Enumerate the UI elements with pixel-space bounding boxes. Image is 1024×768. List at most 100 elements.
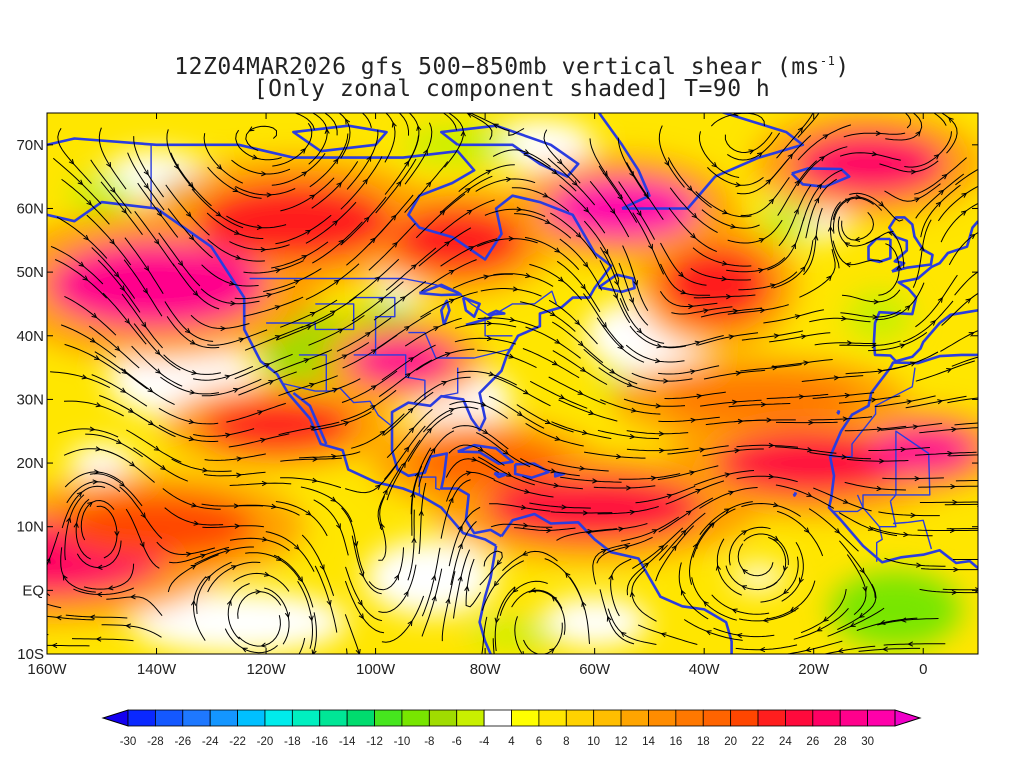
streamline-arrow [91,312,98,319]
streamline-arrow [773,535,780,542]
streamline-arrow [95,402,102,408]
streamline-arrow [741,530,748,536]
streamline-arrow [822,616,829,622]
streamline-arrow [858,612,865,618]
streamline-arrow [509,317,516,323]
political-border [408,331,513,359]
map-frame [46,112,979,655]
streamline-arrow [68,158,75,165]
streamline [351,413,405,449]
streamline-arrow [188,182,194,188]
streamline-arrow [587,529,594,535]
streamline [280,299,338,328]
streamline-arrow [768,473,775,480]
streamline [912,219,932,288]
streamline-arrow [859,567,865,574]
streamline-arrow [680,529,687,536]
streamline-arrow [355,648,361,654]
streamline [440,238,498,267]
streamline-arrow [431,574,437,581]
colorbar-bin [812,709,841,727]
streamline [119,486,163,539]
streamline [632,212,665,275]
streamline [763,309,824,324]
streamline-arrow [441,380,448,386]
streamline [91,247,136,299]
coastline [457,443,514,466]
streamline-arrow [305,229,312,235]
streamline-arrow [496,559,502,566]
streamline-arrow [78,261,85,268]
streamline [713,627,775,638]
streamline [525,422,584,447]
streamline [164,507,224,526]
streamline [858,647,921,652]
streamline-arrow [938,189,945,196]
streamline-arrow [391,121,397,128]
streamline-arrow [680,589,686,596]
streamline-arrow [626,382,634,387]
streamline [293,113,315,130]
streamline [100,181,143,235]
streamline-arrow [742,568,748,575]
streamline-arrow [508,353,515,359]
colorbar-bin [264,709,293,727]
streamline [736,444,799,448]
streamline-arrow [114,531,120,537]
streamline-arrow [215,211,222,217]
streamline-arrow [572,180,578,187]
streamline [700,399,762,407]
streamline-arrow [125,623,132,629]
streamline-arrow [968,332,975,337]
coastline [461,296,481,319]
streamline-arrow [690,233,697,239]
streamline [418,430,455,487]
streamline [344,580,385,634]
streamline-arrow [261,480,268,487]
streamline-arrow [947,117,954,123]
streamline [265,531,315,572]
streamline [583,293,625,348]
streamline [75,498,91,560]
streamline [492,638,495,654]
streamline-arrow [687,185,693,192]
streamline-arrow [236,472,243,478]
streamline [868,331,928,352]
streamline-arrow [252,154,259,160]
streamline [245,552,300,580]
streamline-arrow [725,294,732,300]
streamline-arrow [937,296,943,303]
streamline-arrow [300,147,307,154]
streamline-arrow [480,654,484,659]
streamline [133,136,165,198]
streamline [413,376,471,403]
streamline [481,616,488,654]
streamline-arrow [603,249,609,256]
streamline-arrow [814,197,820,204]
streamline [407,509,415,581]
streamline-arrow [981,453,986,457]
streamline-arrow [601,549,608,554]
jet-core [408,437,562,489]
streamline [440,479,471,539]
streamline-arrow [225,432,232,438]
streamline-arrow [803,527,810,534]
streamline-arrow [488,371,495,377]
streamline-arrow [114,345,121,352]
colorbar-min-arrow [101,709,129,727]
streamline [765,536,787,589]
streamline-arrow [486,335,493,342]
streamline-arrow [807,447,814,453]
streamline-arrow [448,269,455,275]
streamline-arrow [651,529,658,535]
jet-core [194,183,393,260]
streamline [556,528,617,541]
streamline-arrow [333,158,339,165]
streamline [378,359,433,398]
streamline [121,368,175,406]
streamline [839,540,876,598]
streamline-arrow [910,512,917,518]
streamline [841,211,875,241]
streamline-arrow [94,355,101,361]
y-tick-label: 30N [16,391,44,408]
